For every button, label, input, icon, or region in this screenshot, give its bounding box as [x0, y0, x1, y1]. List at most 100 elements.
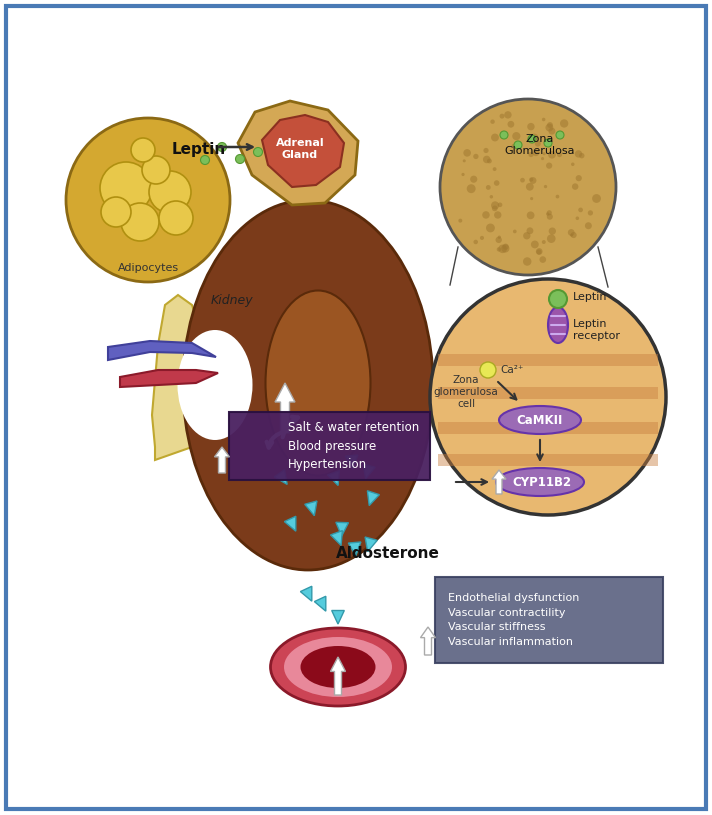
Ellipse shape	[496, 468, 584, 496]
Circle shape	[592, 194, 601, 203]
Circle shape	[536, 249, 542, 254]
Circle shape	[487, 159, 492, 164]
Polygon shape	[300, 586, 312, 601]
Circle shape	[548, 151, 556, 159]
Circle shape	[482, 211, 490, 218]
Circle shape	[528, 152, 533, 157]
Circle shape	[531, 240, 539, 249]
Circle shape	[121, 203, 159, 241]
Polygon shape	[348, 542, 361, 556]
FancyBboxPatch shape	[438, 387, 658, 399]
Circle shape	[523, 232, 530, 240]
Ellipse shape	[266, 290, 370, 475]
Circle shape	[131, 138, 155, 162]
Circle shape	[542, 117, 545, 121]
Polygon shape	[363, 464, 375, 478]
Circle shape	[66, 118, 230, 282]
Circle shape	[473, 240, 478, 244]
Circle shape	[508, 121, 514, 128]
Circle shape	[500, 131, 508, 139]
Circle shape	[101, 197, 131, 227]
Polygon shape	[330, 531, 342, 545]
Text: Leptin: Leptin	[172, 142, 226, 156]
Circle shape	[548, 128, 555, 134]
Polygon shape	[108, 341, 216, 360]
Ellipse shape	[300, 646, 375, 688]
Ellipse shape	[271, 628, 406, 706]
Circle shape	[560, 119, 568, 128]
Polygon shape	[120, 370, 218, 387]
Circle shape	[483, 156, 491, 163]
Polygon shape	[365, 537, 377, 552]
Polygon shape	[152, 295, 208, 460]
Circle shape	[575, 150, 582, 157]
Circle shape	[217, 143, 226, 152]
Circle shape	[491, 201, 499, 209]
Ellipse shape	[183, 200, 433, 570]
Circle shape	[585, 222, 592, 229]
Circle shape	[570, 232, 577, 238]
Circle shape	[149, 171, 191, 213]
Text: Salt & water retention
Blood pressure
Hypertension: Salt & water retention Blood pressure Hy…	[288, 421, 419, 471]
Polygon shape	[336, 522, 348, 536]
Circle shape	[491, 120, 495, 124]
Circle shape	[575, 217, 579, 220]
Text: Adipocytes: Adipocytes	[117, 263, 179, 273]
Circle shape	[540, 256, 546, 263]
Text: Endothelial dysfunction
Vascular contractility
Vascular stiffness
Vascular infla: Endothelial dysfunction Vascular contrac…	[448, 593, 580, 646]
Text: Leptin: Leptin	[573, 292, 607, 302]
Circle shape	[497, 247, 501, 252]
Circle shape	[470, 175, 477, 183]
FancyBboxPatch shape	[229, 412, 430, 480]
Circle shape	[464, 149, 471, 156]
Circle shape	[498, 236, 501, 239]
Text: Ca²⁺: Ca²⁺	[500, 365, 523, 375]
Polygon shape	[332, 610, 345, 624]
Circle shape	[500, 113, 505, 119]
Circle shape	[571, 162, 575, 166]
Circle shape	[494, 211, 501, 218]
Circle shape	[555, 195, 560, 198]
Circle shape	[498, 202, 503, 207]
Ellipse shape	[177, 330, 253, 440]
Circle shape	[430, 279, 666, 515]
Circle shape	[535, 141, 541, 147]
Polygon shape	[328, 470, 340, 486]
Circle shape	[459, 218, 462, 222]
Circle shape	[100, 162, 152, 214]
Ellipse shape	[548, 307, 568, 343]
Text: Kidney: Kidney	[211, 293, 253, 306]
Polygon shape	[305, 501, 317, 516]
Circle shape	[549, 227, 556, 235]
Text: CYP11B2: CYP11B2	[513, 475, 572, 488]
Circle shape	[578, 208, 583, 212]
Circle shape	[545, 124, 553, 131]
Circle shape	[496, 236, 502, 243]
Circle shape	[533, 149, 540, 156]
Polygon shape	[367, 491, 379, 505]
FancyBboxPatch shape	[438, 454, 658, 466]
Circle shape	[572, 183, 578, 190]
Circle shape	[541, 157, 544, 160]
Circle shape	[526, 183, 534, 191]
Circle shape	[494, 180, 500, 186]
Circle shape	[588, 210, 593, 215]
Circle shape	[536, 248, 543, 255]
Circle shape	[503, 244, 508, 249]
Circle shape	[480, 236, 484, 240]
Polygon shape	[330, 657, 345, 695]
Circle shape	[201, 156, 209, 165]
Circle shape	[463, 159, 466, 162]
Circle shape	[546, 162, 553, 169]
Circle shape	[544, 185, 548, 188]
Circle shape	[491, 134, 499, 142]
Circle shape	[557, 152, 562, 157]
FancyBboxPatch shape	[438, 422, 658, 434]
Circle shape	[440, 99, 616, 275]
Circle shape	[480, 362, 496, 378]
Circle shape	[513, 230, 517, 233]
Polygon shape	[214, 447, 229, 473]
Circle shape	[520, 178, 525, 183]
Text: Zona
glomerulosa
cell: Zona glomerulosa cell	[434, 376, 498, 408]
Text: Leptin
receptor: Leptin receptor	[573, 319, 620, 341]
